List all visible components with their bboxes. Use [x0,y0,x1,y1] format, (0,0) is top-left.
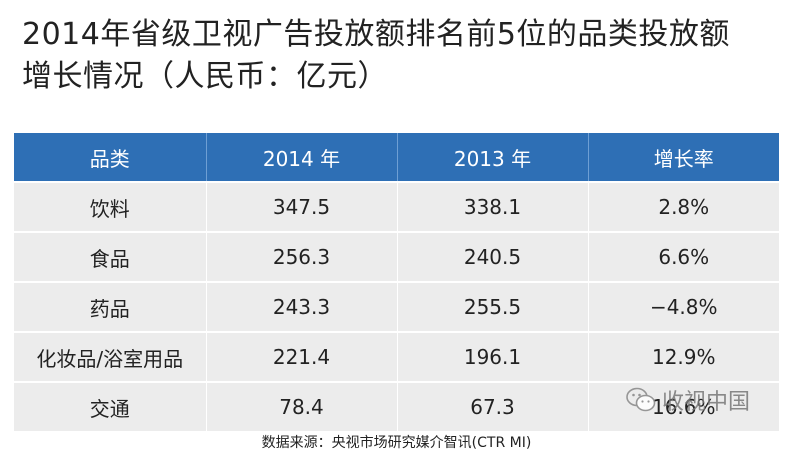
table-row: 食品 256.3 240.5 6.6% [14,231,779,282]
header-growth: 增长率 [587,133,779,182]
cell-category: 交通 [14,381,206,431]
watermark-text: 收视中国 [662,390,751,415]
cell-2014: 221.4 [205,331,397,382]
table-header-row: 品类 2014 年 2013 年 增长率 [14,133,779,182]
cell-category: 化妆品/浴室用品 [14,331,206,382]
cell-2013: 67.3 [396,381,588,431]
wechat-icon [626,387,656,412]
cell-2013: 255.5 [396,281,588,332]
cell-growth: −4.8% [587,281,779,332]
cell-2013: 240.5 [396,231,588,282]
cell-growth: 16.6% [587,381,779,431]
cell-2013: 196.1 [396,331,588,382]
table-row: 饮料 347.5 338.1 2.8% [14,181,779,232]
title-line-2: 增长情况（人民币：亿元） [22,59,388,94]
chart-title: 2014年省级卫视广告投放额排名前5位的品类投放额 增长情况（人民币：亿元） [22,14,782,98]
table-row: 化妆品/浴室用品 221.4 196.1 12.9% [14,331,779,382]
cell-category: 食品 [14,231,206,282]
source-note: 数据来源：央视市场研究媒介智讯(CTR MI) [261,435,532,451]
cell-growth: 6.6% [587,231,779,282]
title-line-1: 2014年省级卫视广告投放额排名前5位的品类投放额 [22,17,730,52]
header-category: 品类 [14,133,206,182]
header-2014: 2014 年 [205,133,397,182]
cell-2014: 347.5 [205,181,397,232]
data-table: 品类 2014 年 2013 年 增长率 饮料 347.5 338.1 2.8%… [14,133,779,431]
header-2013: 2013 年 [396,133,588,182]
table-row: 药品 243.3 255.5 −4.8% [14,281,779,332]
cell-category: 药品 [14,281,206,332]
cell-2014: 256.3 [205,231,397,282]
cell-category: 饮料 [14,181,206,232]
cell-2014: 78.4 [205,381,397,431]
cell-growth: 2.8% [587,181,779,232]
table-row: 交通 78.4 67.3 16.6% [14,381,779,431]
cell-2014: 243.3 [205,281,397,332]
cell-growth: 12.9% [587,331,779,382]
watermark: 收视中国 [626,384,750,416]
cell-2013: 338.1 [396,181,588,232]
